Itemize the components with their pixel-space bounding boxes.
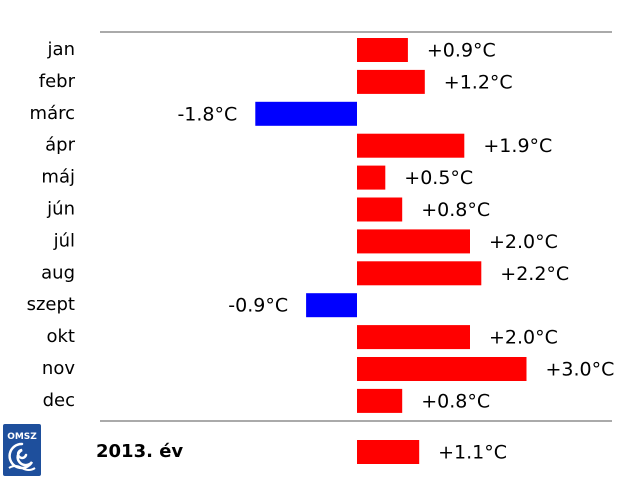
value-label-month-11: +3.0°C: [546, 359, 615, 381]
bar-month-11: [357, 357, 527, 381]
category-label-month-6: jún: [46, 199, 75, 220]
bar-month-1: [357, 38, 408, 62]
bar-month-12: [357, 388, 403, 413]
category-label-month-10: okt: [47, 326, 76, 347]
omsz-logo-text: OMSZ: [7, 432, 37, 442]
value-label-month-2: +1.2°C: [444, 71, 513, 93]
category-label-month-2: febr: [39, 71, 76, 92]
value-label-month-3: -1.8°C: [177, 103, 237, 125]
bar-month-4: [357, 133, 465, 158]
bar-month-2: [357, 69, 425, 94]
category-label-month-5: máj: [41, 167, 75, 188]
value-label-month-10: +2.0°C: [489, 327, 558, 349]
bar-annual: [357, 440, 420, 464]
value-label-month-12: +0.8°C: [421, 390, 490, 412]
value-label-month-4: +1.9°C: [483, 135, 552, 157]
value-label-annual: +1.1°C: [438, 442, 507, 464]
bar-month-9: [306, 293, 357, 318]
category-label-month-4: ápr: [45, 135, 75, 156]
category-label-month-1: jan: [47, 39, 75, 60]
month-labels: jan febr márc ápr máj jún júl aug szept okt nov dec: [27, 39, 76, 411]
bar-month-7: [357, 229, 470, 254]
value-label-month-6: +0.8°C: [421, 199, 490, 221]
category-label-month-8: aug: [41, 262, 75, 283]
bar-month-5: [357, 165, 386, 190]
annual-label: 2013. év: [96, 441, 183, 462]
value-label-month-1: +0.9°C: [427, 40, 496, 62]
category-label-month-9: szept: [27, 294, 75, 315]
value-label-month-8: +2.2°C: [500, 263, 569, 285]
bar-month-3: [255, 101, 357, 126]
category-label-month-11: nov: [42, 358, 75, 379]
value-label-month-9: -0.9°C: [228, 295, 288, 317]
category-label-month-3: márc: [30, 103, 75, 124]
value-label-month-5: +0.5°C: [404, 167, 473, 189]
category-label-month-12: dec: [43, 390, 75, 411]
value-label-month-7: +2.0°C: [489, 231, 558, 253]
category-label-month-7: júl: [53, 230, 75, 251]
bar-month-10: [357, 325, 470, 350]
omsz-logo: OMSZ: [3, 424, 41, 476]
bars: [255, 38, 527, 464]
bar-month-6: [357, 197, 403, 222]
value-labels: +0.9°C +1.2°C -1.8°C +1.9°C +0.5°C +0.8°C +2.0…: [177, 40, 614, 464]
bar-month-8: [357, 261, 482, 286]
